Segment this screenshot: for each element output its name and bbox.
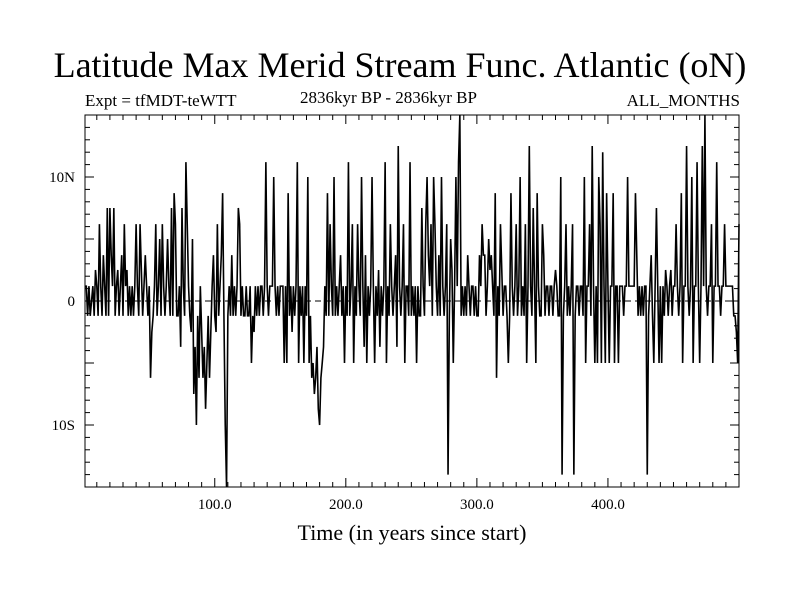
chart-title: Latitude Max Merid Stream Func. Atlantic… bbox=[53, 45, 747, 85]
months-label: ALL_MONTHS bbox=[626, 91, 740, 110]
y-tick-label: 10N bbox=[49, 170, 75, 186]
x-tick-label: 100.0 bbox=[198, 497, 232, 513]
experiment-label: Expt = tfMDT-teWTT bbox=[85, 91, 237, 110]
x-tick-label: 400.0 bbox=[591, 497, 625, 513]
period-label: 2836kyr BP - 2836kyr BP bbox=[300, 88, 477, 107]
x-axis-label: Time (in years since start) bbox=[298, 520, 527, 545]
y-tick-label: 10S bbox=[52, 418, 75, 434]
x-tick-label: 300.0 bbox=[460, 497, 494, 513]
series-line bbox=[85, 114, 740, 488]
x-tick-label: 200.0 bbox=[329, 497, 363, 513]
y-tick-label: 0 bbox=[68, 294, 76, 310]
